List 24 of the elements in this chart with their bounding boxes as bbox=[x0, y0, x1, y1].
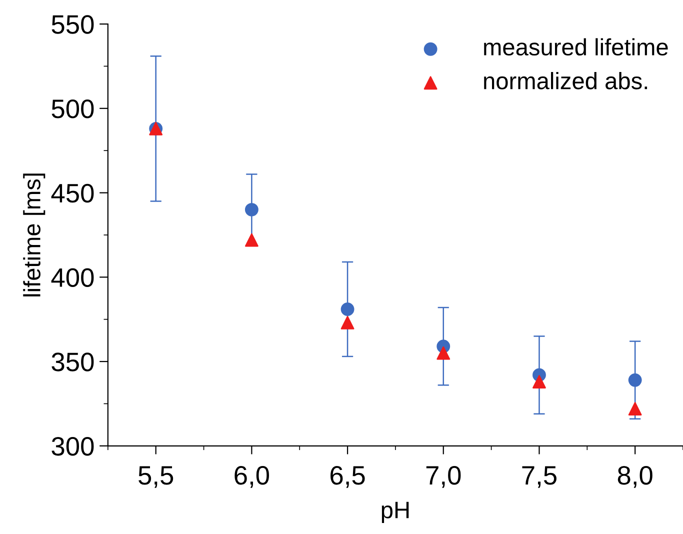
point bbox=[244, 202, 258, 216]
x-tick-label: 6,5 bbox=[330, 466, 365, 488]
y-tick-label: 550 bbox=[52, 15, 94, 34]
point bbox=[340, 316, 354, 330]
point bbox=[532, 375, 546, 388]
y-tick-label: 400 bbox=[51, 268, 94, 287]
x-tick-label: 7,5 bbox=[522, 466, 556, 488]
legend-label: measured lifetime bbox=[484, 38, 668, 56]
x-tick-label: 7,0 bbox=[426, 466, 461, 488]
x-tick-label: 6,0 bbox=[234, 466, 269, 488]
point bbox=[244, 233, 258, 247]
point bbox=[628, 373, 642, 387]
point bbox=[628, 402, 642, 416]
point bbox=[340, 302, 354, 316]
x-tick-label: 5,5 bbox=[138, 466, 174, 488]
y-axis-title: lifetime [ms] bbox=[23, 174, 46, 296]
y-tick-label: 350 bbox=[52, 352, 94, 372]
y-tick-label: 500 bbox=[52, 100, 94, 118]
point bbox=[436, 346, 450, 360]
legend-label: normalized abs. bbox=[484, 72, 648, 90]
x-tick-label: 8,0 bbox=[618, 466, 652, 488]
x-axis-title: pH bbox=[382, 502, 409, 524]
y-tick-label: 300 bbox=[52, 437, 94, 456]
y-tick-label: 450 bbox=[51, 184, 94, 203]
